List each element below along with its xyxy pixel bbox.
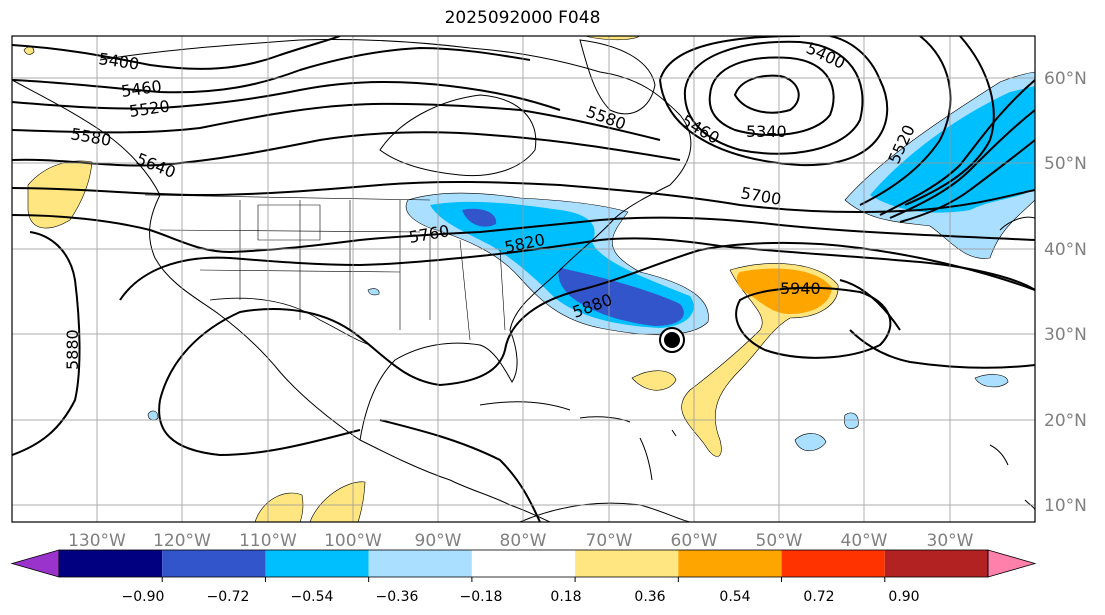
colorbar-tick-label: 0.72	[803, 589, 834, 605]
coastline-canada	[99, 38, 692, 186]
lon-label: 60°W	[671, 531, 718, 551]
colorbar-segment	[162, 550, 266, 577]
coastline-greenland	[579, 39, 656, 115]
lon-label: 90°W	[415, 531, 462, 551]
lat-label: 20°N	[1044, 411, 1087, 431]
contour-5520	[12, 80, 561, 111]
colorbar-segment	[884, 550, 988, 577]
coastline-south-america	[519, 502, 691, 522]
lat-label: 60°N	[1044, 69, 1087, 89]
colorbar-segment	[59, 550, 163, 577]
colorbar-tick-label: 0.36	[634, 589, 665, 605]
contour-low-center	[733, 74, 800, 114]
contour-right-4	[889, 109, 1035, 219]
lon-label: 120°W	[153, 531, 211, 551]
neg-anomaly-small-5	[367, 288, 380, 296]
colorbar-tick-label: −0.90	[122, 589, 165, 605]
contour-right-5	[899, 139, 1035, 223]
lat-axis-labels: 60°N 50°N 40°N 30°N 20°N 10°N	[1044, 69, 1087, 516]
colorbar-tick-label: −0.18	[460, 589, 503, 605]
lon-label: 70°W	[586, 531, 633, 551]
colorbar-tick-label: −0.36	[376, 589, 419, 605]
neg-anomaly-small-2	[974, 374, 1009, 388]
contour-low-ring-1	[708, 56, 835, 136]
lon-label: 80°W	[500, 531, 547, 551]
contour-5700	[12, 180, 1035, 214]
coastline-na-west	[12, 79, 551, 522]
lat-label: 50°N	[1044, 154, 1087, 174]
lon-label: 30°W	[927, 531, 974, 551]
colorbar	[10, 549, 1037, 582]
colorbar-frame	[58, 549, 989, 578]
contour-5940	[735, 286, 892, 359]
contour-low-ring-2	[683, 40, 864, 155]
pos-anomaly-light-3	[27, 160, 93, 229]
lon-label: 110°W	[239, 531, 297, 551]
colorbar-segment	[368, 550, 472, 577]
lat-label: 30°N	[1044, 325, 1087, 345]
contour-label: 5880	[63, 329, 82, 370]
colorbar-segment	[781, 550, 885, 577]
lat-label: 40°N	[1044, 240, 1087, 260]
contour-right-2	[904, 36, 995, 206]
pos-anomaly-light-5	[309, 481, 366, 522]
neg-anomaly-small-1	[794, 433, 827, 452]
lon-axis-labels: 130°W 120°W 110°W 100°W 90°W 80°W 70°W 6…	[68, 531, 974, 551]
contour-right-3	[879, 79, 1035, 216]
colorbar-tick-label: −0.72	[207, 589, 250, 605]
contour-label: 5340	[746, 122, 787, 141]
contour-south	[379, 419, 541, 522]
colorbar-segment	[265, 550, 369, 577]
lon-label: 100°W	[324, 531, 382, 551]
map-title: 2025092000 F048	[444, 8, 601, 28]
colorbar-ticks: −0.90 −0.72 −0.54 −0.36 −0.18 0.18 0.36 …	[122, 589, 920, 605]
lon-label: 130°W	[68, 531, 126, 551]
coastline-gulf	[359, 184, 671, 441]
hurricane-symbol	[659, 327, 685, 353]
neg-anomaly-small-4	[147, 410, 159, 421]
neg-anomaly-dark-2	[462, 208, 497, 227]
colorbar-tick-label: −0.54	[291, 589, 334, 605]
contour-5880	[12, 231, 1035, 456]
colorbar-tick-label: 0.54	[719, 589, 750, 605]
lat-label: 10°N	[1044, 496, 1087, 516]
neg-anomaly-dark	[558, 268, 684, 326]
neg-anomaly-small-3	[844, 412, 859, 429]
colorbar-segment	[471, 550, 576, 577]
us-mexico-border	[209, 297, 371, 346]
colorbar-tick-label: 0.18	[550, 589, 581, 605]
colorbar-segment	[575, 550, 679, 577]
contour-5760	[12, 214, 1035, 254]
graticule	[12, 36, 1035, 522]
contour-5880-loop	[158, 399, 361, 457]
contour-5580	[12, 102, 661, 141]
contour-right-1	[859, 36, 952, 206]
lon-label: 50°W	[756, 531, 803, 551]
colorbar-extend-low	[10, 549, 60, 578]
contour-5400	[12, 36, 341, 70]
contour-label: 5940	[780, 279, 821, 298]
pos-anomaly-light-2	[631, 370, 677, 391]
colorbar-segment	[678, 550, 782, 577]
map-frame	[11, 35, 1036, 523]
lon-label: 40°W	[841, 531, 888, 551]
colorbar-extend-high	[987, 549, 1037, 578]
contour-5820	[119, 237, 1035, 301]
contour-5460	[12, 46, 531, 94]
pos-anomaly-light-6	[23, 46, 35, 55]
state-borders	[144, 194, 506, 341]
colorbar-tick-label: 0.90	[888, 589, 919, 605]
pos-anomaly-mid-1	[736, 268, 832, 314]
contour-5640	[12, 131, 681, 167]
